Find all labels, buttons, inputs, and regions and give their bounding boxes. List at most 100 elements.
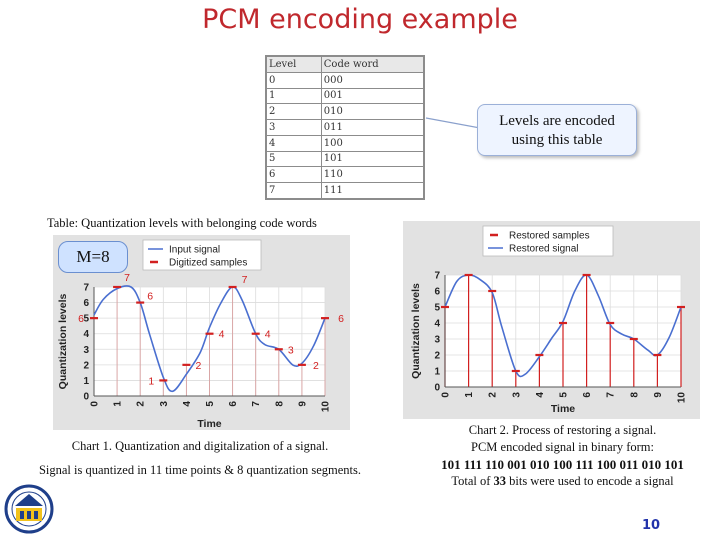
code-table-row: 7 111: [267, 183, 423, 198]
sample-value-label: 1: [148, 375, 154, 387]
sample-value-label: 2: [195, 360, 201, 372]
x-tick-label: 8: [629, 392, 640, 398]
chart2-caption-line-1: Chart 2. Process of restoring a signal.: [468, 423, 657, 437]
university-logo-icon: [4, 484, 54, 534]
code-table-row: 0 000: [267, 72, 423, 88]
y-tick-label: 2: [434, 351, 440, 362]
restored-signal-line: [444, 274, 682, 378]
x-tick-label: 1: [113, 401, 124, 407]
m-badge: M=8: [58, 241, 128, 273]
code-table-row: 2 010: [267, 104, 423, 120]
x-tick-label: 7: [251, 401, 262, 407]
chart2-caption-line-2: PCM encoded signal in binary form:: [471, 440, 654, 454]
y-tick-label: 0: [434, 383, 440, 394]
callout-line-2: using this table: [511, 132, 603, 148]
y-tick-label: 0: [83, 392, 89, 403]
level-header: Level: [267, 57, 321, 72]
signal-note: Signal is quantized in 11 time points & …: [38, 463, 362, 477]
x-axis-label: Time: [197, 418, 221, 430]
callout-line-1: Levels are encoded: [499, 113, 615, 129]
y-tick-label: 1: [434, 367, 440, 378]
x-tick-label: 5: [559, 392, 570, 398]
code-word-cell: 010: [321, 104, 423, 120]
total-suffix: bits were used to encode a signal: [506, 474, 674, 488]
page-number: 10: [642, 518, 661, 533]
table-caption: Table: Quantization levels with belongin…: [47, 216, 317, 230]
x-tick-label: 8: [274, 401, 285, 407]
legend-box: [482, 225, 614, 257]
x-tick-label: 1: [464, 392, 475, 398]
input-signal-line: [93, 285, 326, 393]
x-tick-label: 6: [582, 392, 593, 398]
x-tick-label: 9: [653, 392, 664, 398]
sample-value-label: 6: [338, 313, 344, 325]
level-cell: 0: [267, 72, 321, 88]
level-cell: 4: [267, 135, 321, 151]
sample-value-label: 7: [124, 272, 130, 284]
y-tick-label: 6: [83, 298, 89, 309]
level-cell: 2: [267, 104, 321, 120]
page-title: PCM encoding example: [202, 4, 518, 35]
code-table-row: 1 001: [267, 88, 423, 104]
y-tick-label: 4: [83, 329, 89, 340]
x-tick-label: 4: [535, 392, 546, 398]
x-tick-label: 0: [90, 401, 101, 407]
y-tick-label: 5: [434, 303, 440, 314]
y-tick-label: 3: [83, 345, 89, 356]
y-axis-label: Quantization levels: [410, 283, 422, 379]
code-word-cell: 101: [321, 151, 423, 167]
binary-code: 101 111 110 001 010 100 111 100 011 010 …: [441, 457, 684, 472]
x-tick-label: 7: [606, 392, 617, 398]
callout-box: Levels are encoded using this table: [477, 104, 637, 156]
code-table-header-row: Level Code word: [267, 57, 423, 72]
x-axis-label: Time: [551, 403, 575, 415]
code-word-cell: 000: [321, 72, 423, 88]
sample-value-label: 7: [242, 274, 248, 286]
sample-value-label: 6: [147, 291, 153, 303]
x-tick-label: 5: [205, 401, 216, 407]
code-word-cell: 011: [321, 120, 423, 135]
legend-box: [142, 239, 262, 271]
legend-label: Input signal: [169, 245, 220, 256]
code-table-row: 5 101: [267, 151, 423, 167]
x-tick-label: 4: [182, 401, 193, 407]
x-tick-label: 3: [159, 401, 170, 407]
level-cell: 6: [267, 167, 321, 183]
level-cell: 3: [267, 120, 321, 135]
chart2-caption: Chart 2. Process of restoring a signal. …: [410, 422, 715, 490]
level-cell: 1: [267, 88, 321, 104]
sample-value-label: 4: [219, 329, 225, 341]
y-axis-label: Quantization levels: [57, 294, 69, 390]
y-tick-label: 3: [434, 335, 440, 346]
chart1-caption: Chart 1. Quantization and digitalization…: [71, 439, 329, 453]
y-tick-label: 2: [83, 360, 89, 371]
y-tick-label: 7: [434, 271, 440, 282]
code-word-header: Code word: [321, 57, 423, 72]
sample-value-label: 3: [288, 344, 294, 356]
y-tick-label: 4: [434, 319, 440, 330]
x-tick-label: 10: [677, 392, 688, 404]
legend-label: Digitized samples: [169, 258, 247, 269]
x-tick-label: 3: [511, 392, 522, 398]
code-word-cell: 100: [321, 135, 423, 151]
total-bits: 33: [493, 474, 507, 488]
sample-value-label: 6: [78, 313, 84, 325]
x-tick-label: 10: [321, 401, 332, 413]
x-tick-label: 2: [488, 392, 499, 398]
code-word-cell: 111: [321, 183, 423, 198]
x-tick-label: 6: [228, 401, 239, 407]
code-word-cell: 001: [321, 88, 423, 104]
y-tick-label: 7: [83, 283, 89, 294]
code-table-row: 4 100: [267, 135, 423, 151]
level-cell: 7: [267, 183, 321, 198]
code-table-row: 6 110: [267, 167, 423, 183]
y-tick-label: 1: [83, 376, 89, 387]
x-tick-label: 2: [136, 401, 147, 407]
code-table-row: 3 011: [267, 120, 423, 135]
legend-label: Restored samples: [509, 231, 590, 242]
legend-label: Restored signal: [509, 244, 578, 255]
y-tick-label: 5: [83, 314, 89, 325]
y-tick-label: 6: [434, 287, 440, 298]
code-word-cell: 110: [321, 167, 423, 183]
